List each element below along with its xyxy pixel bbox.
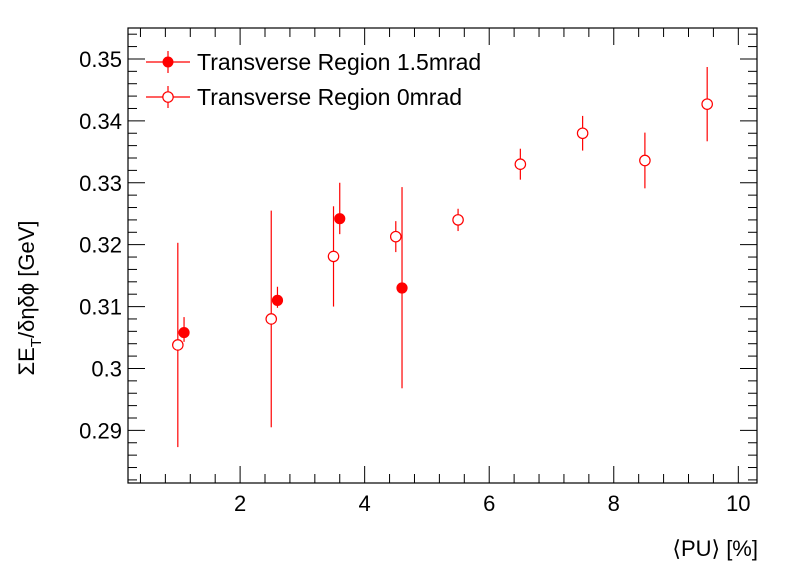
x-tick-label: 6 [483, 491, 495, 516]
data-point-1p5mrad [396, 282, 408, 294]
data-point-0mrad [701, 98, 713, 110]
y-tick-label: 0.31 [79, 295, 122, 320]
y-tick-label: 0.34 [79, 109, 122, 134]
y-tick-label: 0.3 [91, 356, 122, 381]
plot-frame [127, 27, 758, 484]
data-point-0mrad [639, 154, 651, 167]
data-point-0mrad [172, 339, 184, 351]
data-point-1p5mrad [271, 294, 284, 306]
data-markers [172, 98, 713, 351]
data-point-0mrad [389, 230, 402, 243]
data-point-0mrad [576, 127, 589, 140]
data-point-1p5mrad [178, 326, 190, 339]
y-axis-title: ΣET/δηδϕ [GeV] [14, 221, 45, 376]
y-tick-label: 0.29 [79, 418, 122, 443]
axis-tick-labels: 2 4 6 8 10 0.29 0.3 0.31 0.32 0.33 0.34 0.35 [79, 47, 750, 516]
legend-entry-0mrad: Transverse Region 0mrad [146, 84, 462, 110]
x-tick-label: 2 [234, 491, 246, 516]
x-tick-label: 4 [359, 491, 371, 516]
data-point-0mrad [327, 250, 340, 263]
y-tick-label: 0.35 [79, 47, 122, 72]
data-point-0mrad [452, 214, 464, 226]
legend-entry-1p5mrad: Transverse Region 1.5mrad [146, 49, 481, 75]
y-tick-label: 0.33 [79, 171, 122, 196]
data-point-1p5mrad [334, 213, 346, 225]
x-axis-title: ⟨PU⟩ [%] [672, 536, 758, 561]
data-point-0mrad [265, 313, 278, 325]
legend-marker-open [162, 91, 174, 103]
legend: Transverse Region 1.5mrad Transverse Reg… [146, 49, 481, 110]
x-tick-label: 8 [608, 491, 620, 516]
legend-label-0mrad: Transverse Region 0mrad [197, 84, 462, 110]
x-tick-label: 10 [726, 491, 750, 516]
legend-label-1p5mrad: Transverse Region 1.5mrad [197, 49, 481, 75]
legend-marker-filled [162, 56, 174, 68]
error-bars [177, 67, 708, 448]
axis-ticks [128, 28, 757, 483]
y-tick-label: 0.32 [79, 233, 122, 258]
data-point-0mrad [514, 158, 527, 170]
